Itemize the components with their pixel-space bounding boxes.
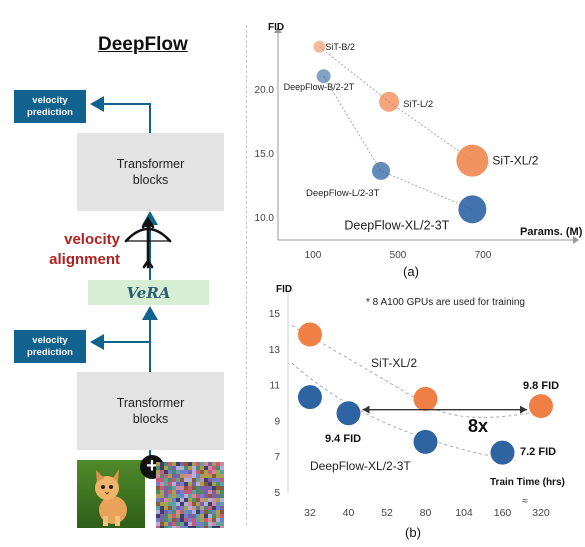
kitten-image — [77, 460, 145, 528]
chart-a-deepflow-point — [316, 69, 331, 84]
chart-b-deepflow-point — [490, 440, 515, 465]
charts-svg: FID Params. (M) (a) 100 500 700 10.0 15.0 20.0 Si… — [255, 22, 583, 540]
chart-a-sit-label: SiT-L/2 — [403, 99, 433, 110]
noise-image — [156, 462, 224, 528]
chart-b-axis-break: ≈ — [522, 496, 528, 507]
chart-a-deepflow-label: DeepFlow-L/2-3T — [306, 188, 380, 199]
transformer-blocks-top: Transformer blocks — [77, 133, 224, 211]
chart-b-x-tick: 40 — [343, 507, 355, 519]
panel-divider — [246, 25, 247, 525]
chart-b-sit-name: SiT-XL/2 — [371, 356, 417, 370]
chart-b-sit-point — [298, 322, 322, 347]
chart-b-sit-point — [529, 394, 553, 419]
chart-a-deepflow-point — [458, 195, 487, 224]
chart-a-sit-label: SiT-XL/2 — [492, 154, 538, 168]
chart-b-panel-label: (b) — [405, 525, 421, 540]
chart-b-sit-trend — [291, 325, 547, 418]
chart-a-sit-label: SiT-B/2 — [325, 42, 355, 52]
chart-a-y-tick: 20.0 — [255, 85, 275, 96]
chart-a-xlabel: Params. (M) — [520, 226, 583, 238]
chart-b-deepflow-value-label: 7.2 FID — [520, 446, 556, 458]
bottom-output-arrow — [90, 334, 151, 372]
deepflow-title: DeepFlow — [98, 34, 188, 55]
transformer-blocks-bottom: Transformer blocks — [77, 372, 224, 450]
chart-b-y-tick: 7 — [274, 452, 280, 463]
chart-b-annotation: * 8 A100 GPUs are used for training — [366, 297, 525, 308]
chart-b-xlabel: Train Time (hrs) — [490, 477, 565, 488]
chart-a-panel-label: (a) — [403, 264, 419, 279]
chart-a-sit-point — [456, 144, 489, 177]
chart-b-x-tick: 32 — [304, 507, 316, 519]
chart-a-sit-point — [379, 91, 400, 112]
speedup-arrow-left-head — [362, 405, 370, 414]
speedup-arrow-right-head — [520, 405, 527, 414]
chart-a-x-tick: 700 — [475, 250, 492, 261]
chart-b-deepflow-point — [336, 401, 361, 426]
chart-b-deepflow-point — [413, 429, 438, 454]
chart-b-x-tick: 52 — [381, 507, 393, 519]
velocity-prediction-bottom: velocity prediction — [14, 330, 86, 363]
chart-b-x-tick: 160 — [494, 507, 512, 519]
chart-b-x-tick: 80 — [420, 507, 432, 519]
chart-a-deepflow-line — [323, 75, 473, 210]
chart-b-y-tick: 5 — [274, 488, 280, 499]
vera-block: VeRA — [88, 280, 209, 305]
chart-a-x-tick: 500 — [390, 250, 407, 261]
chart-b-y-tick: 9 — [274, 416, 280, 427]
top-output-arrow — [90, 96, 151, 133]
chart-b-deepflow-value-label: 9.4 FID — [325, 433, 361, 445]
chart-b-ylabel: FID — [276, 284, 292, 295]
chart-a-x-tick: 100 — [305, 250, 322, 261]
chart-b-x-tick: 104 — [455, 507, 473, 519]
chart-b-x-tick: 320 — [532, 507, 550, 519]
bow-arrow-icon — [124, 216, 172, 269]
chart-a-deepflow-label: DeepFlow-XL/2-3T — [344, 218, 449, 232]
chart-b-y-tick: 13 — [269, 345, 281, 356]
chart-b-y-tick: 15 — [269, 309, 281, 320]
chart-b-deepflow-point — [298, 385, 322, 410]
chart-b-deepflow-name: DeepFlow-XL/2-3T — [310, 459, 411, 473]
chart-a-ylabel: FID — [268, 22, 284, 33]
velocity-prediction-top: velocity prediction — [14, 90, 86, 123]
transformer-blocks-bottom-label: Transformer blocks — [116, 396, 185, 426]
chart-a-deepflow-label: DeepFlow-B/2-2T — [284, 82, 355, 92]
chart-a-deepflow-point — [372, 161, 390, 180]
chart-a-y-tick: 15.0 — [255, 149, 275, 160]
speedup-label: 8x — [468, 416, 488, 436]
chart-a-sit-point — [313, 40, 326, 53]
chart-b-y-tick: 11 — [270, 381, 281, 392]
architecture-arrows — [90, 96, 172, 458]
chart-b-sit-value-label: 9.8 FID — [523, 380, 559, 392]
transformer-blocks-top-label: Transformer blocks — [116, 157, 185, 187]
chart-b-sit-point — [413, 386, 438, 411]
velocity-alignment-label: velocity alignment — [49, 231, 120, 268]
chart-a-y-tick: 10.0 — [255, 213, 275, 224]
